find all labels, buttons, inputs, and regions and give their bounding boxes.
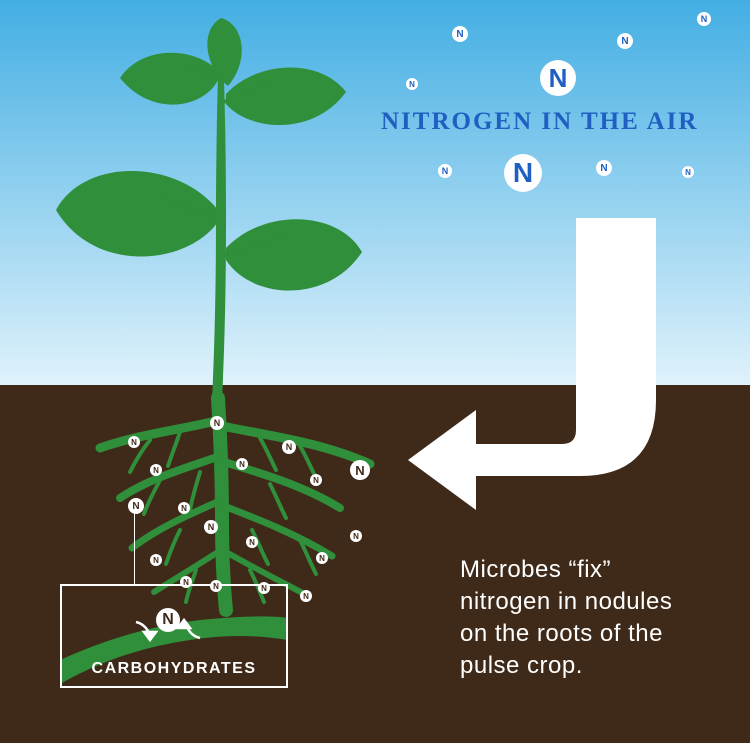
nitrogen-bubble: N [180, 576, 192, 588]
soil-description-line: pulse crop. [460, 650, 672, 682]
soil-description-line: nitrogen in nodules [460, 586, 672, 618]
nitrogen-bubble: N [178, 502, 190, 514]
nitrogen-bubble: N [128, 498, 144, 514]
air-title: NITROGEN IN THE AIR [381, 108, 698, 136]
nitrogen-bubble: N [246, 536, 258, 548]
nitrogen-bubble: N [156, 608, 180, 632]
nitrogen-bubble: N [210, 416, 224, 430]
nitrogen-bubble: N [150, 464, 162, 476]
nitrogen-bubble: N [282, 440, 296, 454]
soil-description-line: Microbes “fix” [460, 554, 672, 586]
nitrogen-bubble: N [682, 166, 694, 178]
nitrogen-bubble: N [617, 33, 633, 49]
nitrogen-bubble: N [350, 530, 362, 542]
nitrogen-bubble: N [236, 458, 248, 470]
nitrogen-bubble: N [316, 552, 328, 564]
sky-region [0, 0, 750, 385]
soil-description: Microbes “fix” nitrogen in nodules on th… [460, 554, 672, 682]
soil-description-line: on the roots of the [460, 618, 672, 650]
nitrogen-bubble: N [504, 154, 542, 192]
nitrogen-bubble: N [258, 582, 270, 594]
nitrogen-bubble: N [300, 590, 312, 602]
nitrogen-bubble: N [452, 26, 468, 42]
nitrogen-bubble: N [310, 474, 322, 486]
nitrogen-bubble: N [438, 164, 452, 178]
nitrogen-bubble: N [540, 60, 576, 96]
nitrogen-bubble: N [210, 580, 222, 592]
nitrogen-bubble: N [204, 520, 218, 534]
nitrogen-bubble: N [596, 160, 612, 176]
carbohydrates-infobox: CARBOHYDRATES [60, 584, 288, 688]
nitrogen-bubble: N [128, 436, 140, 448]
nitrogen-bubble: N [150, 554, 162, 566]
nitrogen-bubble: N [350, 460, 370, 480]
infobox-pointer [134, 505, 135, 584]
nitrogen-bubble: N [697, 12, 711, 26]
infobox-label: CARBOHYDRATES [92, 660, 257, 678]
nitrogen-bubble: N [406, 78, 418, 90]
